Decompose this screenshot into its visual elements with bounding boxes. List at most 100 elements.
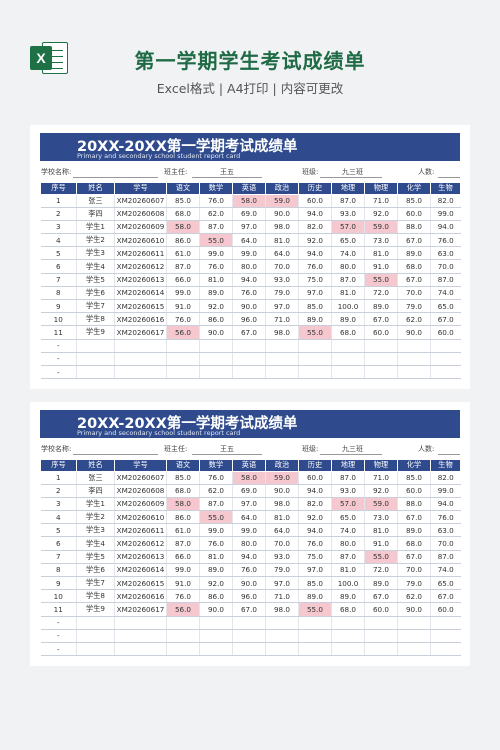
table-cell (430, 365, 461, 380)
column-header: 历史 (298, 459, 332, 472)
table-cell: 87.0 (331, 550, 365, 564)
table-cell: 76.0 (166, 589, 200, 604)
table-cell: 68.0 (331, 602, 365, 617)
table-cell (114, 642, 167, 657)
table-cell: 60.0 (430, 602, 461, 617)
table-cell: 62.0 (397, 589, 431, 604)
table-cell: 学生1 (76, 220, 115, 235)
table-cell: 76.0 (298, 259, 332, 274)
table-cell: 9 (40, 299, 77, 314)
table-cell: XM20260613 (114, 273, 167, 287)
table-cell: 7 (40, 273, 77, 287)
table-cell: 89.0 (199, 286, 233, 301)
table-cell: 8 (40, 563, 77, 578)
report-card-preview-2: 20XX-20XX第一学期考试成绩单 Primary and secondary… (30, 402, 470, 666)
table-cell: 70.0 (265, 536, 299, 551)
table-cell: 67.0 (232, 602, 266, 617)
table-cell (298, 352, 332, 366)
table-cell: 79.0 (265, 563, 299, 578)
column-header: 物理 (364, 182, 398, 195)
table-cell (331, 352, 365, 366)
table-cell: 81.0 (199, 550, 233, 564)
table-cell: 68.0 (397, 536, 431, 551)
table-cell: 70.0 (397, 563, 431, 578)
table-cell: 李四 (76, 484, 115, 498)
column-header: 地理 (331, 182, 365, 195)
table-cell: 62.0 (199, 484, 233, 498)
table-cell (76, 642, 115, 657)
table-cell (397, 616, 431, 630)
table-cell (364, 616, 398, 630)
table-cell: 91.0 (166, 576, 200, 591)
table-cell: 89.0 (397, 246, 431, 261)
table-cell: 87.0 (430, 273, 461, 287)
table-cell: 10 (40, 312, 77, 327)
table-cell: 96.0 (232, 312, 266, 327)
table-cell: 57.0 (331, 497, 365, 512)
table-cell: 71.0 (364, 471, 398, 485)
table-row: 8 学生6 XM20260614 99.0 89.0 76.0 79.0 97.0 81.0 72… (40, 286, 461, 301)
table-cell: 91.0 (364, 259, 398, 274)
table-cell: 98.0 (265, 602, 299, 617)
table-cell: 60.0 (298, 471, 332, 485)
column-header: 化学 (397, 182, 431, 195)
column-header: 语文 (166, 459, 200, 472)
table-cell: 85.0 (298, 576, 332, 591)
table-cell: 82.0 (298, 497, 332, 512)
table-cell (331, 365, 365, 380)
school-label: 学校名称: (41, 445, 72, 453)
table-cell: 68.0 (166, 207, 200, 221)
column-header: 英语 (232, 182, 266, 195)
table-cell (265, 629, 299, 643)
table-cell (397, 365, 431, 380)
table-cell: 60.0 (364, 602, 398, 617)
sheet-info-row: 学校名称: 班主任: 王五 班级: 九三班 人数: (40, 165, 460, 179)
teacher-field-line (192, 177, 262, 178)
table-cell: 学生2 (76, 233, 115, 248)
table-cell (114, 365, 167, 380)
table-cell: 71.0 (265, 312, 299, 327)
table-cell: 86.0 (199, 589, 233, 604)
table-cell (430, 339, 461, 353)
table-cell: 85.0 (397, 194, 431, 208)
table-cell: 67.0 (232, 325, 266, 340)
table-cell: 6 (40, 259, 77, 274)
table-cell: 68.0 (397, 259, 431, 274)
table-cell: 93.0 (265, 273, 299, 287)
table-cell: 70.0 (430, 536, 461, 551)
table-cell (298, 339, 332, 353)
table-cell (298, 629, 332, 643)
table-cell: 58.0 (166, 220, 200, 235)
table-cell: 80.0 (232, 259, 266, 274)
table-cell: 58.0 (232, 194, 266, 208)
table-cell (397, 352, 431, 366)
table-cell: 64.0 (232, 233, 266, 248)
table-cell: 86.0 (166, 233, 200, 248)
table-cell: - (40, 629, 77, 643)
column-header: 化学 (397, 459, 431, 472)
table-cell: XM20260613 (114, 550, 167, 564)
table-cell: 99.0 (232, 523, 266, 538)
table-cell: XM20260616 (114, 589, 167, 604)
table-cell: 70.0 (397, 286, 431, 301)
table-cell: 94.0 (298, 207, 332, 221)
grades-table: 序号 姓名 学号 语文 数学 英语 政治 历史 地理 物理 化学 生物 1 张三 XM20260607 85… (40, 182, 461, 380)
table-cell (364, 365, 398, 380)
table-cell: 65.0 (331, 510, 365, 525)
table-cell: 11 (40, 325, 77, 340)
table-row: 6 学生4 XM20260612 87.0 76.0 80.0 70.0 76.0 80.0 91… (40, 259, 461, 274)
sheet-banner: 20XX-20XX第一学期考试成绩单 Primary and secondary… (40, 410, 460, 438)
count-field-line (438, 454, 460, 455)
class-value: 九三班 (342, 445, 363, 453)
table-row: 5 学生3 XM20260611 61.0 99.0 99.0 64.0 94.0 74.0 81… (40, 523, 461, 538)
table-cell (232, 629, 266, 643)
table-cell: 3 (40, 220, 77, 235)
class-field-line (320, 177, 382, 178)
table-cell: 59.0 (265, 194, 299, 208)
table-cell (199, 642, 233, 657)
table-cell: XM20260610 (114, 510, 167, 525)
table-cell (331, 616, 365, 630)
table-cell (166, 339, 200, 353)
table-cell: 99.0 (199, 246, 233, 261)
column-header: 语文 (166, 182, 200, 195)
